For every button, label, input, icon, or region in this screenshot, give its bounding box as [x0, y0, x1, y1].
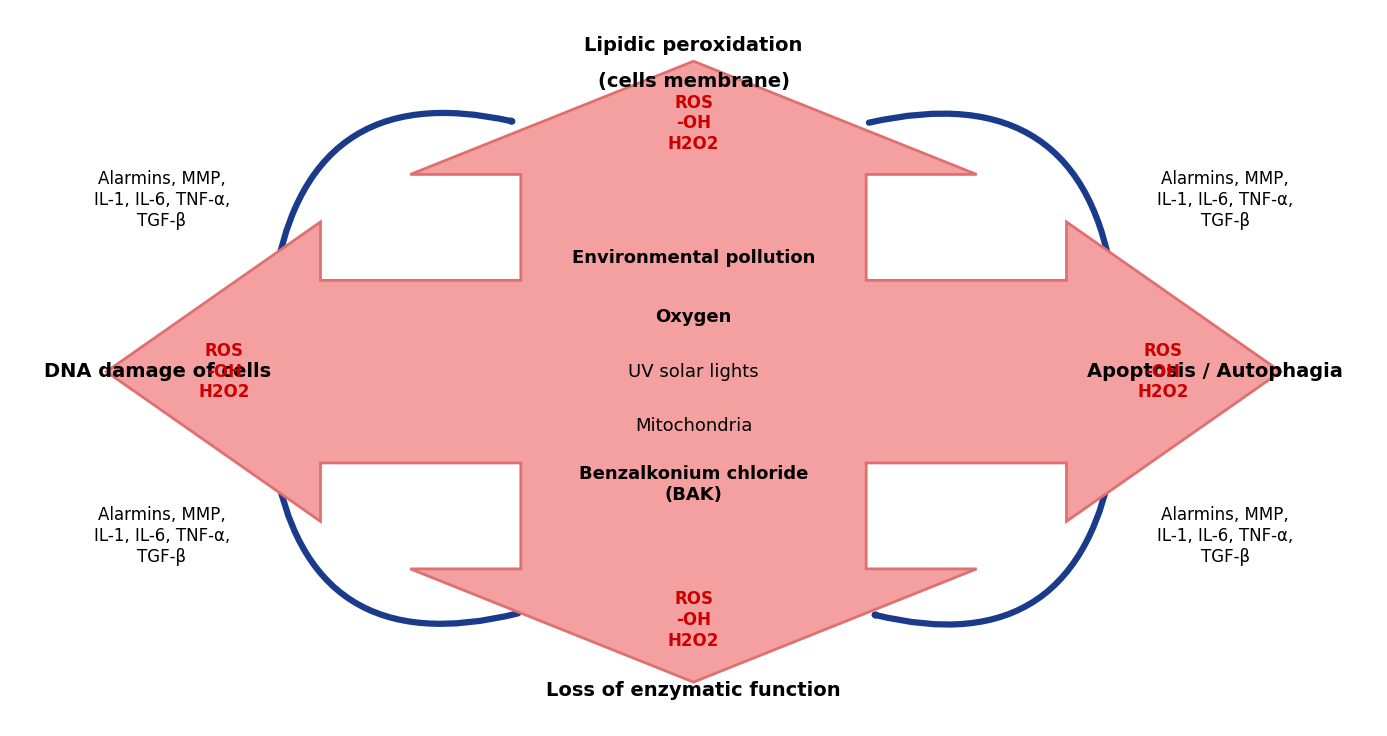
Text: Alarmins, MMP,
IL-1, IL-6, TNF-α,
TGF-β: Alarmins, MMP, IL-1, IL-6, TNF-α, TGF-β [1157, 170, 1294, 230]
Text: Benzalkonium chloride
(BAK): Benzalkonium chloride (BAK) [578, 465, 809, 504]
Polygon shape [107, 61, 1280, 682]
FancyArrowPatch shape [875, 451, 1114, 625]
Text: ROS
-OH
H2O2: ROS -OH H2O2 [1137, 342, 1189, 401]
Text: UV solar lights: UV solar lights [628, 363, 759, 381]
FancyArrowPatch shape [272, 113, 512, 292]
FancyArrowPatch shape [273, 457, 519, 624]
Text: Apoptosis / Autophagia: Apoptosis / Autophagia [1087, 362, 1343, 381]
Text: Environmental pollution: Environmental pollution [571, 250, 816, 267]
Text: ROS
-OH
H2O2: ROS -OH H2O2 [667, 590, 720, 650]
Text: DNA damage of cells: DNA damage of cells [44, 362, 272, 381]
Text: Loss of enzymatic function: Loss of enzymatic function [546, 682, 841, 701]
Text: Oxygen: Oxygen [655, 308, 732, 326]
Text: ROS
-OH
H2O2: ROS -OH H2O2 [198, 342, 250, 401]
Text: Lipidic peroxidation: Lipidic peroxidation [584, 35, 803, 54]
FancyArrowPatch shape [868, 113, 1114, 286]
Text: (cells membrane): (cells membrane) [598, 72, 789, 91]
Text: Alarmins, MMP,
IL-1, IL-6, TNF-α,
TGF-β: Alarmins, MMP, IL-1, IL-6, TNF-α, TGF-β [1157, 506, 1294, 566]
Text: Alarmins, MMP,
IL-1, IL-6, TNF-α,
TGF-β: Alarmins, MMP, IL-1, IL-6, TNF-α, TGF-β [93, 506, 230, 566]
Text: ROS
-OH
H2O2: ROS -OH H2O2 [667, 93, 720, 153]
Text: Alarmins, MMP,
IL-1, IL-6, TNF-α,
TGF-β: Alarmins, MMP, IL-1, IL-6, TNF-α, TGF-β [93, 170, 230, 230]
Text: Mitochondria: Mitochondria [635, 417, 752, 436]
